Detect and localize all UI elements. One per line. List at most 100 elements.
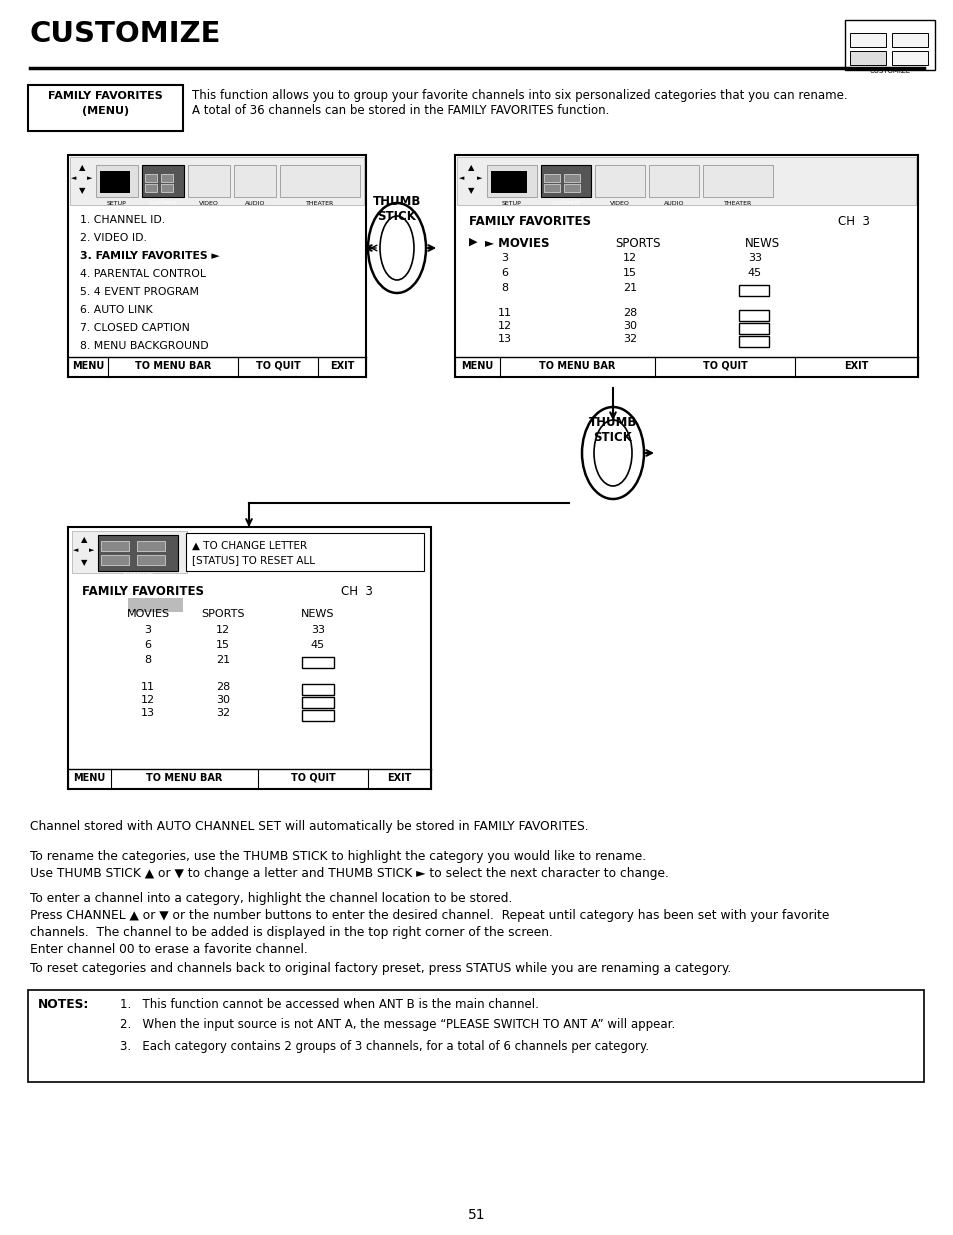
FancyBboxPatch shape <box>280 165 359 198</box>
FancyBboxPatch shape <box>302 657 334 668</box>
Text: 13: 13 <box>141 708 154 718</box>
Text: To reset categories and channels back to original factory preset, press STATUS w: To reset categories and channels back to… <box>30 962 731 974</box>
Text: NOTES:: NOTES: <box>38 998 90 1011</box>
Text: TO QUIT: TO QUIT <box>291 773 335 783</box>
Text: 45: 45 <box>311 640 325 650</box>
Text: ◄: ◄ <box>73 547 78 553</box>
Text: AUDIO: AUDIO <box>245 201 265 206</box>
Text: ►: ► <box>88 175 92 182</box>
Text: 21: 21 <box>622 283 637 293</box>
FancyBboxPatch shape <box>891 33 927 47</box>
Ellipse shape <box>594 420 631 487</box>
Text: 8: 8 <box>501 283 508 293</box>
Text: 6: 6 <box>144 640 152 650</box>
Text: 2.   When the input source is not ANT A, the message “PLEASE SWITCH TO ANT A” wi: 2. When the input source is not ANT A, t… <box>120 1018 675 1031</box>
Text: ▲ TO CHANGE LETTER: ▲ TO CHANGE LETTER <box>192 541 307 551</box>
FancyBboxPatch shape <box>137 555 165 564</box>
FancyBboxPatch shape <box>101 555 129 564</box>
Text: 3: 3 <box>144 625 152 635</box>
Text: This function allows you to group your favorite channels into six personalized c: This function allows you to group your f… <box>192 89 846 103</box>
Text: ◄: ◄ <box>458 175 464 182</box>
Text: MENU: MENU <box>461 361 493 370</box>
Text: CH  3: CH 3 <box>340 585 373 598</box>
Ellipse shape <box>581 408 643 499</box>
Text: 2. VIDEO ID.: 2. VIDEO ID. <box>80 233 147 243</box>
Text: TO QUIT: TO QUIT <box>702 361 746 370</box>
Text: FAMILY FAVORITES: FAMILY FAVORITES <box>82 585 204 598</box>
Text: Press CHANNEL ▲ or ▼ or the number buttons to enter the desired channel.  Repeat: Press CHANNEL ▲ or ▼ or the number butto… <box>30 909 828 923</box>
Text: TO MENU BAR: TO MENU BAR <box>134 361 211 370</box>
Text: ▼: ▼ <box>81 558 87 567</box>
FancyBboxPatch shape <box>142 165 184 198</box>
FancyBboxPatch shape <box>302 684 334 695</box>
Text: 33: 33 <box>747 253 761 263</box>
Text: FAMILY FAVORITES: FAMILY FAVORITES <box>469 215 590 228</box>
Text: VIDEO: VIDEO <box>199 201 218 206</box>
FancyBboxPatch shape <box>28 85 183 131</box>
FancyBboxPatch shape <box>145 174 157 182</box>
Text: MOVIES: MOVIES <box>127 609 170 619</box>
Text: 32: 32 <box>215 708 230 718</box>
FancyBboxPatch shape <box>98 535 178 571</box>
Ellipse shape <box>368 203 426 293</box>
Text: 4. PARENTAL CONTROL: 4. PARENTAL CONTROL <box>80 269 206 279</box>
Text: SPORTS: SPORTS <box>615 237 659 249</box>
FancyBboxPatch shape <box>563 184 579 191</box>
Text: ▲: ▲ <box>467 163 474 172</box>
Text: 5. 4 EVENT PROGRAM: 5. 4 EVENT PROGRAM <box>80 287 199 296</box>
FancyBboxPatch shape <box>849 33 885 47</box>
Text: ► MOVIES: ► MOVIES <box>484 237 549 249</box>
Text: NEWS: NEWS <box>744 237 780 249</box>
FancyBboxPatch shape <box>739 324 768 333</box>
Text: CUSTOMIZE: CUSTOMIZE <box>30 20 221 48</box>
Text: 11: 11 <box>497 308 512 317</box>
FancyBboxPatch shape <box>844 20 934 70</box>
Ellipse shape <box>379 216 414 280</box>
Text: 3: 3 <box>501 253 508 263</box>
Text: ►: ► <box>476 175 482 182</box>
Text: TO MENU BAR: TO MENU BAR <box>538 361 615 370</box>
Text: CUSTOMIZE: CUSTOMIZE <box>149 201 177 206</box>
Text: 33: 33 <box>311 625 325 635</box>
Text: 12: 12 <box>497 321 512 331</box>
FancyBboxPatch shape <box>145 184 157 191</box>
Text: SETUP: SETUP <box>501 201 521 206</box>
Text: Use THUMB STICK ▲ or ▼ to change a letter and THUMB STICK ► to select the next c: Use THUMB STICK ▲ or ▼ to change a lette… <box>30 867 668 881</box>
Text: ▲: ▲ <box>79 163 85 172</box>
Text: NEWS: NEWS <box>301 609 335 619</box>
FancyBboxPatch shape <box>96 165 138 198</box>
FancyBboxPatch shape <box>739 336 768 347</box>
Text: ►: ► <box>90 547 94 553</box>
Text: EXIT: EXIT <box>330 361 354 370</box>
FancyBboxPatch shape <box>137 541 165 551</box>
Text: To rename the categories, use the THUMB STICK to highlight the category you woul: To rename the categories, use the THUMB … <box>30 850 645 863</box>
FancyBboxPatch shape <box>486 165 537 198</box>
Text: 6: 6 <box>501 268 508 278</box>
Text: 45: 45 <box>747 268 761 278</box>
Text: 8: 8 <box>144 655 152 664</box>
FancyBboxPatch shape <box>161 184 172 191</box>
Text: 1.   This function cannot be accessed when ANT B is the main channel.: 1. This function cannot be accessed when… <box>120 998 538 1011</box>
Text: Enter channel 00 to erase a favorite channel.: Enter channel 00 to erase a favorite cha… <box>30 944 308 956</box>
Text: AUDIO: AUDIO <box>663 201 683 206</box>
FancyBboxPatch shape <box>702 165 772 198</box>
FancyBboxPatch shape <box>233 165 275 198</box>
FancyBboxPatch shape <box>456 157 915 205</box>
Text: MENU: MENU <box>73 773 106 783</box>
FancyBboxPatch shape <box>68 527 431 789</box>
FancyBboxPatch shape <box>100 170 130 193</box>
Text: FAMILY FAVORITES: FAMILY FAVORITES <box>48 91 163 101</box>
FancyBboxPatch shape <box>891 51 927 65</box>
FancyBboxPatch shape <box>543 184 559 191</box>
FancyBboxPatch shape <box>543 174 559 182</box>
FancyBboxPatch shape <box>648 165 699 198</box>
FancyBboxPatch shape <box>563 174 579 182</box>
Text: 51: 51 <box>468 1208 485 1221</box>
FancyBboxPatch shape <box>70 157 364 205</box>
FancyBboxPatch shape <box>849 51 885 65</box>
Text: TO QUIT: TO QUIT <box>255 361 300 370</box>
Text: 30: 30 <box>215 695 230 705</box>
FancyBboxPatch shape <box>68 156 366 377</box>
Text: 11: 11 <box>141 682 154 692</box>
Text: 12: 12 <box>622 253 637 263</box>
